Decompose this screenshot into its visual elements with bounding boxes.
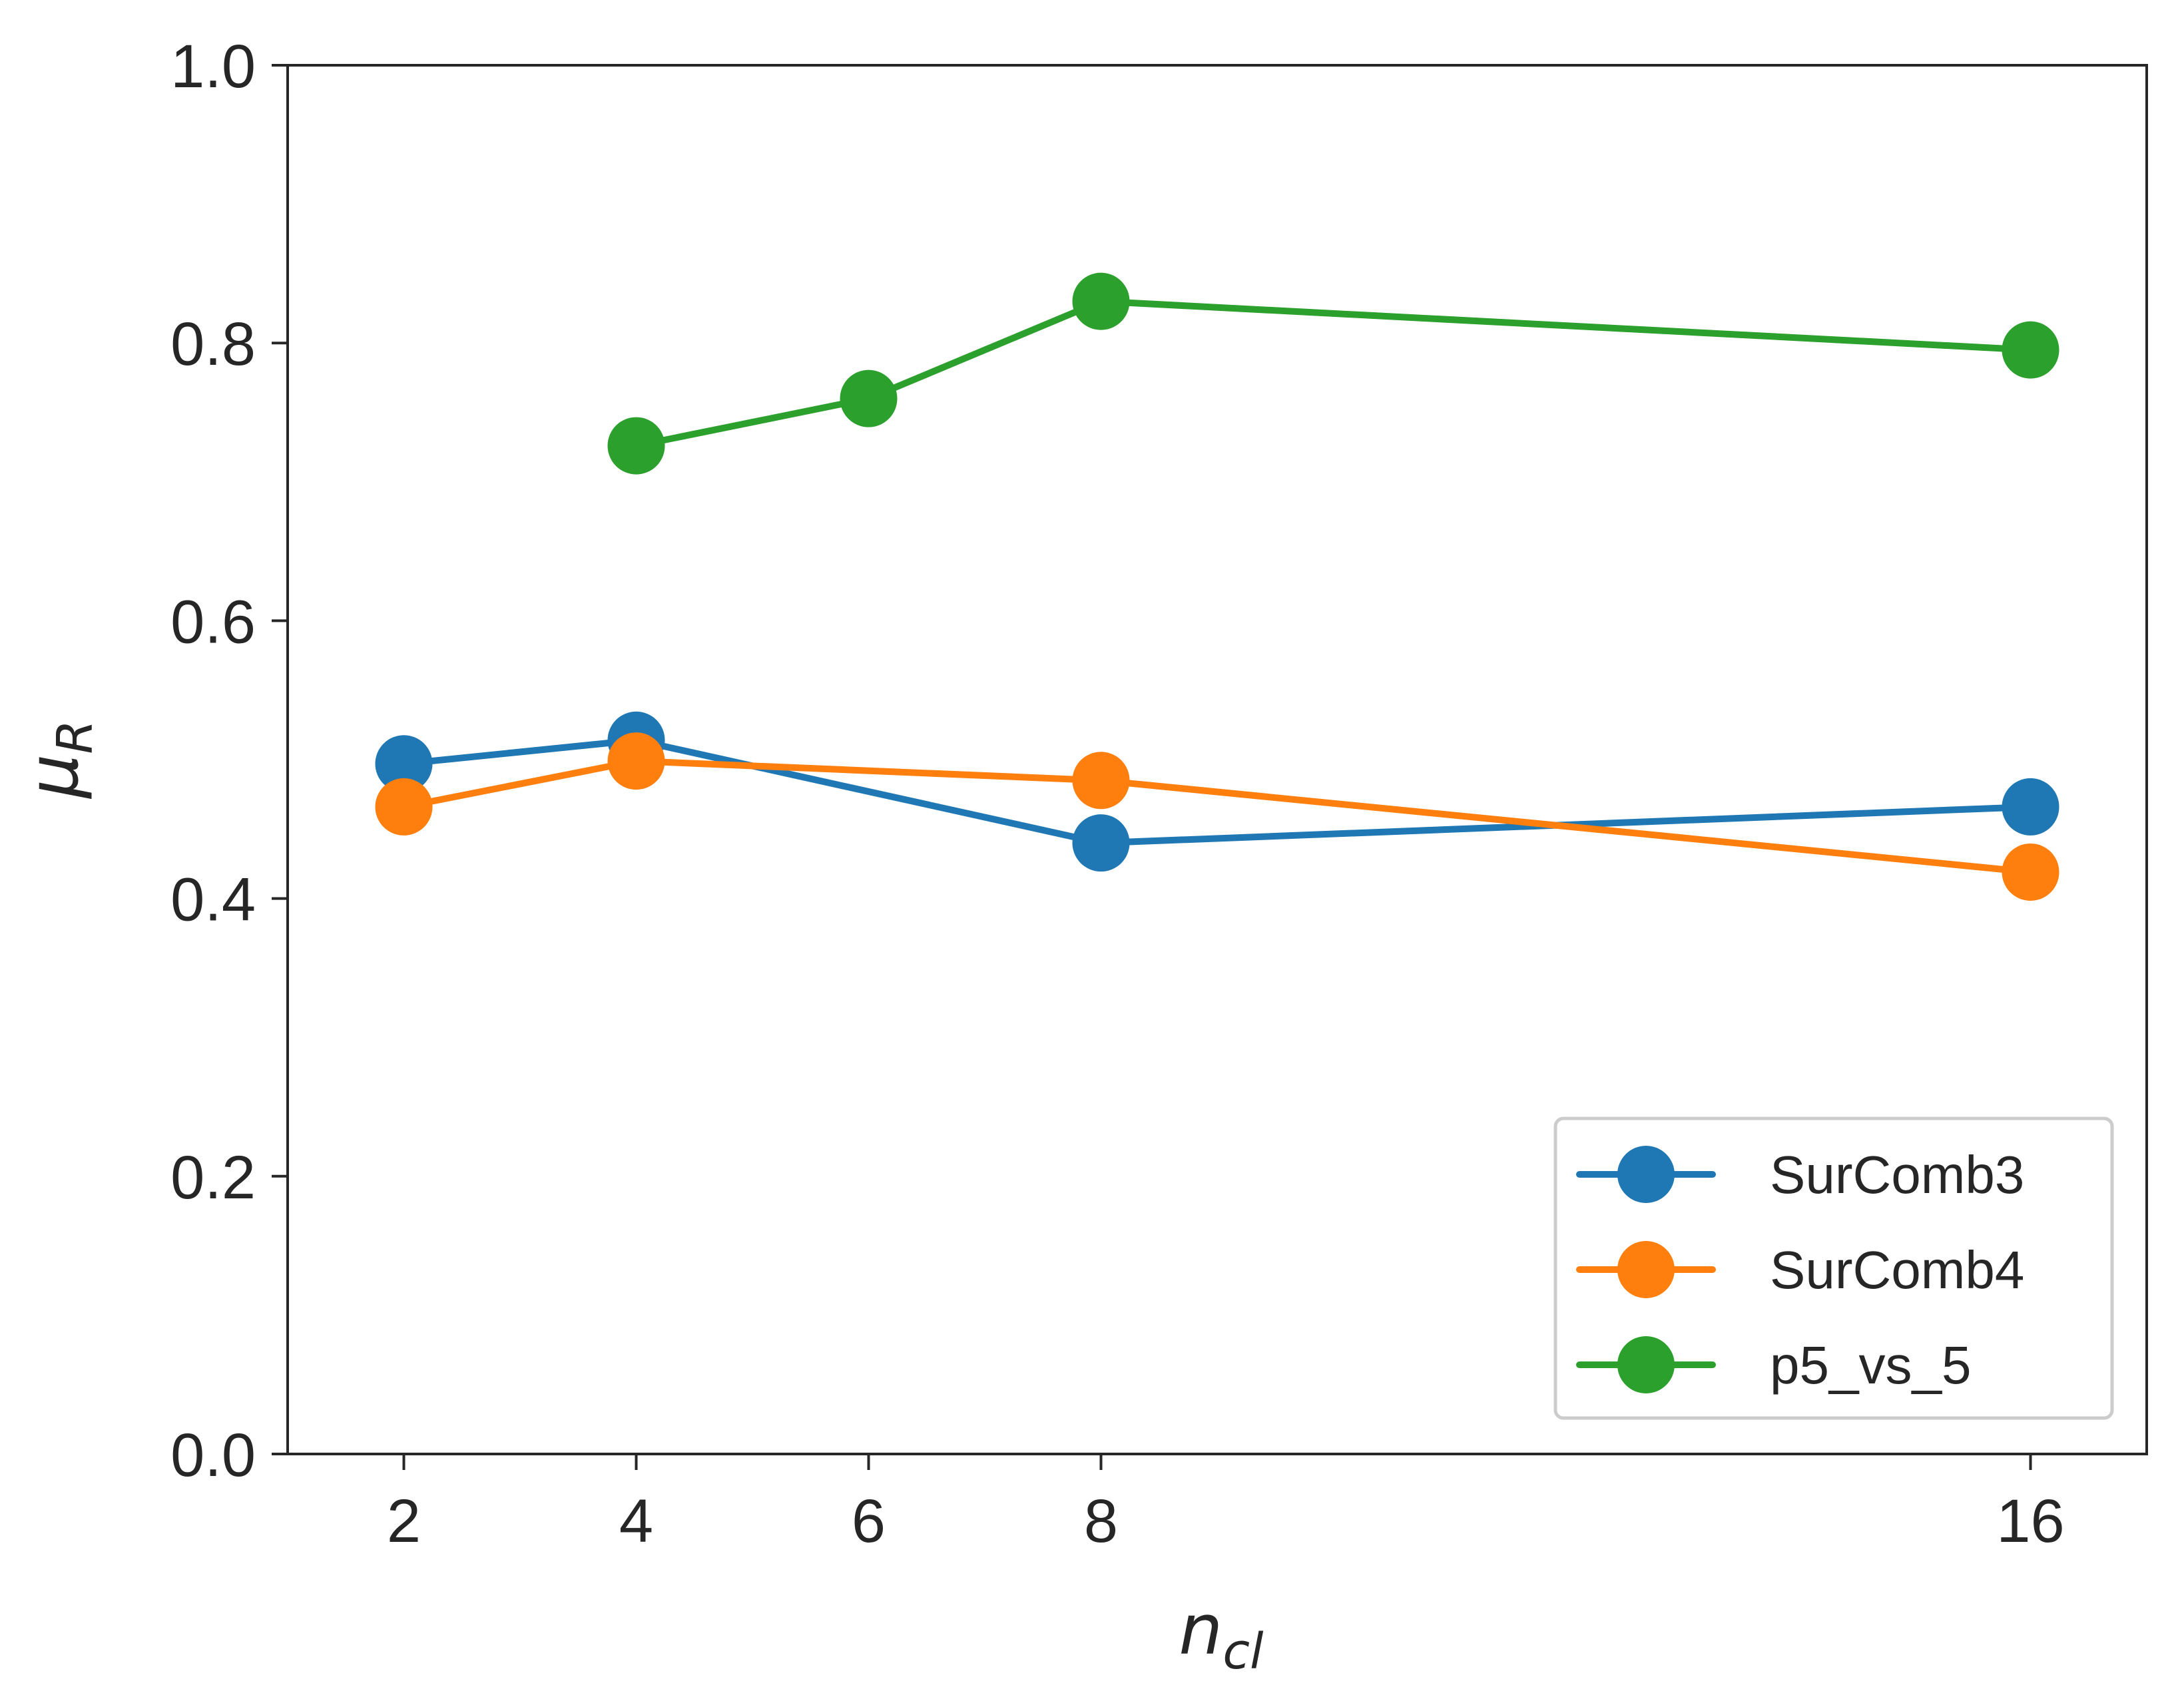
data-point-surcomb3: [375, 735, 433, 793]
x-tick-label: 8: [1084, 1487, 1118, 1555]
y-axis-label: μR ¯: [0, 720, 104, 800]
legend-label-surcomb3: SurComb3: [1770, 1145, 2024, 1204]
x-tick-label: 4: [619, 1487, 653, 1555]
data-point-surcomb4: [375, 778, 433, 836]
plot-frame: [286, 64, 2148, 1455]
y-axis-label-main: μ: [13, 754, 94, 800]
y-tick-label: 1.0: [170, 33, 256, 101]
data-point-surcomb3: [2002, 778, 2059, 836]
data-point-surcomb3: [1072, 814, 1130, 872]
series-line-p5-vs-5: [633, 298, 2034, 449]
x-tick-label: 2: [387, 1487, 421, 1555]
legend-box: [1553, 1116, 2114, 1420]
data-point-p5-vs-5: [1072, 272, 1130, 330]
y-tick-label: 0.6: [170, 588, 256, 656]
x-tick-label: 16: [1996, 1487, 2064, 1555]
legend-label-surcomb4: SurComb4: [1770, 1240, 2024, 1300]
legend: SurComb3 SurComb4 p5_vs_5: [1553, 1116, 2114, 1420]
data-point-p5-vs-5: [840, 369, 898, 427]
x-axis-label-subscript: cl: [1223, 1623, 1264, 1680]
svg-text:μR: μR: [13, 720, 104, 800]
y-tick-label: 0.0: [170, 1421, 256, 1489]
x-axis: 2 4 6 8 16: [387, 1454, 2065, 1555]
x-tick-label: 6: [852, 1487, 886, 1555]
data-point-p5-vs-5: [2002, 321, 2059, 379]
series-layer: [375, 272, 2059, 901]
y-tick-label: 0.4: [170, 866, 256, 934]
plot-area: [286, 64, 2148, 1455]
y-axis: 0.0 0.2 0.4 0.6 0.8 1.0: [170, 33, 288, 1489]
legend-marker-surcomb3: [1617, 1146, 1675, 1203]
legend-marker-p5-vs-5: [1617, 1336, 1675, 1393]
x-axis-label-main: n: [1179, 1589, 1223, 1670]
legend-label-p5-vs-5: p5_vs_5: [1770, 1335, 1971, 1395]
data-point-surcomb4: [1072, 752, 1130, 810]
y-tick-label: 0.2: [170, 1144, 256, 1212]
legend-marker-surcomb4: [1617, 1241, 1675, 1298]
y-axis-label-subscript: R: [47, 720, 104, 754]
data-point-p5-vs-5: [607, 417, 665, 475]
data-point-surcomb4: [607, 732, 665, 790]
data-point-surcomb4: [2002, 843, 2059, 901]
y-tick-label: 0.8: [170, 310, 256, 378]
x-axis-label: ncl: [1179, 1589, 1264, 1680]
y-axis-label-accent: ¯: [0, 751, 53, 786]
series-line-surcomb4: [400, 758, 2034, 875]
